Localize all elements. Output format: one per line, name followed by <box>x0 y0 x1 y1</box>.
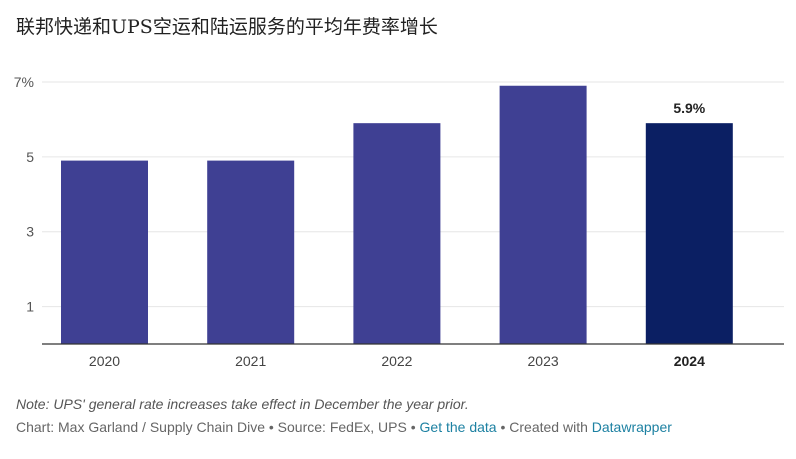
chart-note: Note: UPS' general rate increases take e… <box>16 396 469 412</box>
x-tick-label: 2024 <box>674 353 705 369</box>
x-tick-label: 2020 <box>89 353 120 369</box>
labels: 1 3 5 7% 2020 2021 2022 2023 2024 5.9% <box>14 74 784 369</box>
x-tick-label: 2022 <box>381 353 412 369</box>
x-tick-label: 2021 <box>235 353 266 369</box>
x-tick-label: 2023 <box>528 353 559 369</box>
data-label: 5.9% <box>673 100 705 116</box>
datawrapper-link[interactable]: Datawrapper <box>591 419 672 435</box>
bar-2022 <box>353 123 441 345</box>
footer-created-with: • Created with <box>496 419 592 435</box>
get-the-data-link[interactable]: Get the data <box>419 419 497 435</box>
bar-2023 <box>499 85 587 344</box>
bar-2020 <box>61 160 148 344</box>
bars <box>61 85 733 345</box>
footer-credit: Chart: Max Garland / Supply Chain Dive •… <box>16 419 420 435</box>
chart-footer: Chart: Max Garland / Supply Chain Dive •… <box>16 419 672 435</box>
bar-2021 <box>207 160 295 344</box>
y-tick-label: 5 <box>26 149 34 165</box>
y-tick-label: 3 <box>26 224 34 240</box>
chart-title: 联邦快递和UPS空运和陆运服务的平均年费率增长 <box>16 16 438 38</box>
y-tick-label: 1 <box>26 299 34 315</box>
bar-2024 <box>645 123 733 345</box>
y-tick-label: 7% <box>14 74 34 90</box>
